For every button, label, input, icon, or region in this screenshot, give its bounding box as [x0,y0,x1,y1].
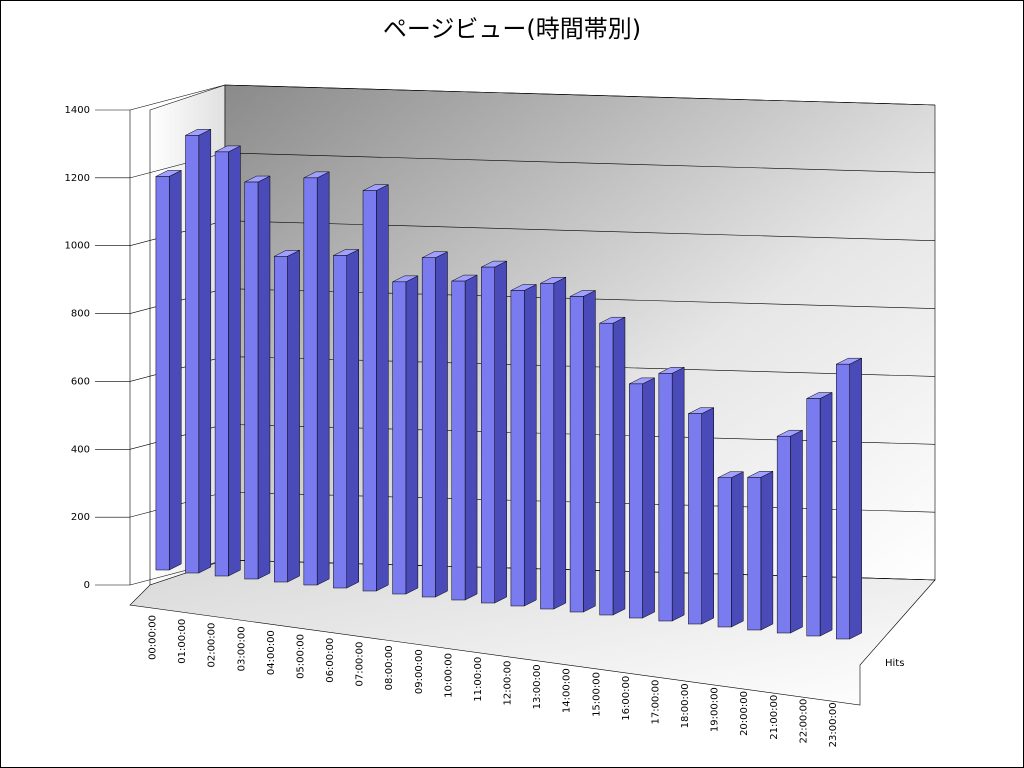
bar-side [849,357,862,640]
bar [333,255,347,589]
x-tick-label: 13:00:00 [532,664,543,709]
bar [214,151,229,577]
x-tick-label: 08:00:00 [384,645,395,690]
bar [658,373,673,622]
y-tick-label: 0 [84,580,90,591]
bar-side [612,316,626,616]
bar-side [376,184,389,592]
bar-side [316,171,330,586]
bar-side [228,145,241,577]
bar-side [671,366,685,622]
x-tick-label: 11:00:00 [473,657,484,702]
x-tick-label: 01:00:00 [177,619,188,664]
bar [717,477,732,628]
bar-side [198,128,212,574]
bar-side [168,170,182,571]
bar-side [405,275,419,595]
bar [481,266,495,604]
bar-side [819,392,833,637]
x-tick-label: 18:00:00 [680,683,691,728]
bar [155,176,170,571]
x-tick-label: 19:00:00 [710,687,721,732]
bar-side [346,249,359,589]
bar-side [760,470,774,631]
x-tick-label: 21:00:00 [769,695,780,740]
bar-side [494,260,507,604]
x-tick-label: 23:00:00 [828,702,839,747]
series-label: Hits [885,658,904,669]
x-tick-label: 22:00:00 [798,699,809,744]
x-tick-label: 03:00:00 [236,626,247,671]
x-tick-label: 10:00:00 [443,653,454,698]
bar [688,413,702,625]
x-tick-label: 02:00:00 [207,623,218,668]
bar [776,435,791,634]
x-tick-label: 20:00:00 [739,691,750,736]
grid-line [224,220,936,242]
bar-side [287,249,300,583]
y-tick-label: 400 [71,444,90,455]
x-tick-label: 17:00:00 [650,680,661,725]
grid-line [224,152,936,174]
y-tick-label: 1200 [65,173,90,184]
bar [599,322,614,616]
bar [806,398,821,637]
y-tick-label: 200 [71,512,90,523]
y-tick-label: 1000 [65,241,90,252]
bar [362,190,377,592]
bar [185,135,200,574]
bar [451,280,466,601]
bar-side [553,276,567,610]
bar-side [583,290,596,613]
bar-side [523,284,537,607]
grid-line [224,84,936,106]
x-tick-label: 16:00:00 [621,676,632,721]
bar-side [731,471,744,628]
x-tick-label: 09:00:00 [414,649,425,694]
grid-line [129,84,226,111]
bar [274,256,288,583]
bar-side [701,407,714,625]
x-tick-label: 05:00:00 [295,634,306,679]
x-tick-label: 07:00:00 [355,642,366,687]
bar [510,290,525,607]
x-tick-label: 15:00:00 [591,672,602,717]
y-tick-label: 600 [71,376,90,387]
x-tick-label: 14:00:00 [562,668,573,713]
bar [629,383,643,619]
y-tick-label: 1400 [65,105,90,116]
x-tick-label: 12:00:00 [503,661,514,706]
bar-side [257,175,271,580]
bar-side [642,377,655,619]
y-tick-label: 800 [71,309,90,320]
bar [392,281,407,595]
x-tick-label: 06:00:00 [325,638,336,683]
bar [421,257,436,598]
bar [303,177,318,586]
bar [540,283,555,610]
x-tick-label: 00:00:00 [148,615,159,660]
bar [569,296,584,613]
x-tick-label: 04:00:00 [266,630,277,675]
bar-side [435,251,448,598]
bar-side [464,274,478,601]
bar [244,181,259,580]
bar [747,477,762,631]
bar [836,363,850,640]
bar-side [790,429,803,634]
chart-title: ページビュー(時間帯別) [383,15,641,43]
